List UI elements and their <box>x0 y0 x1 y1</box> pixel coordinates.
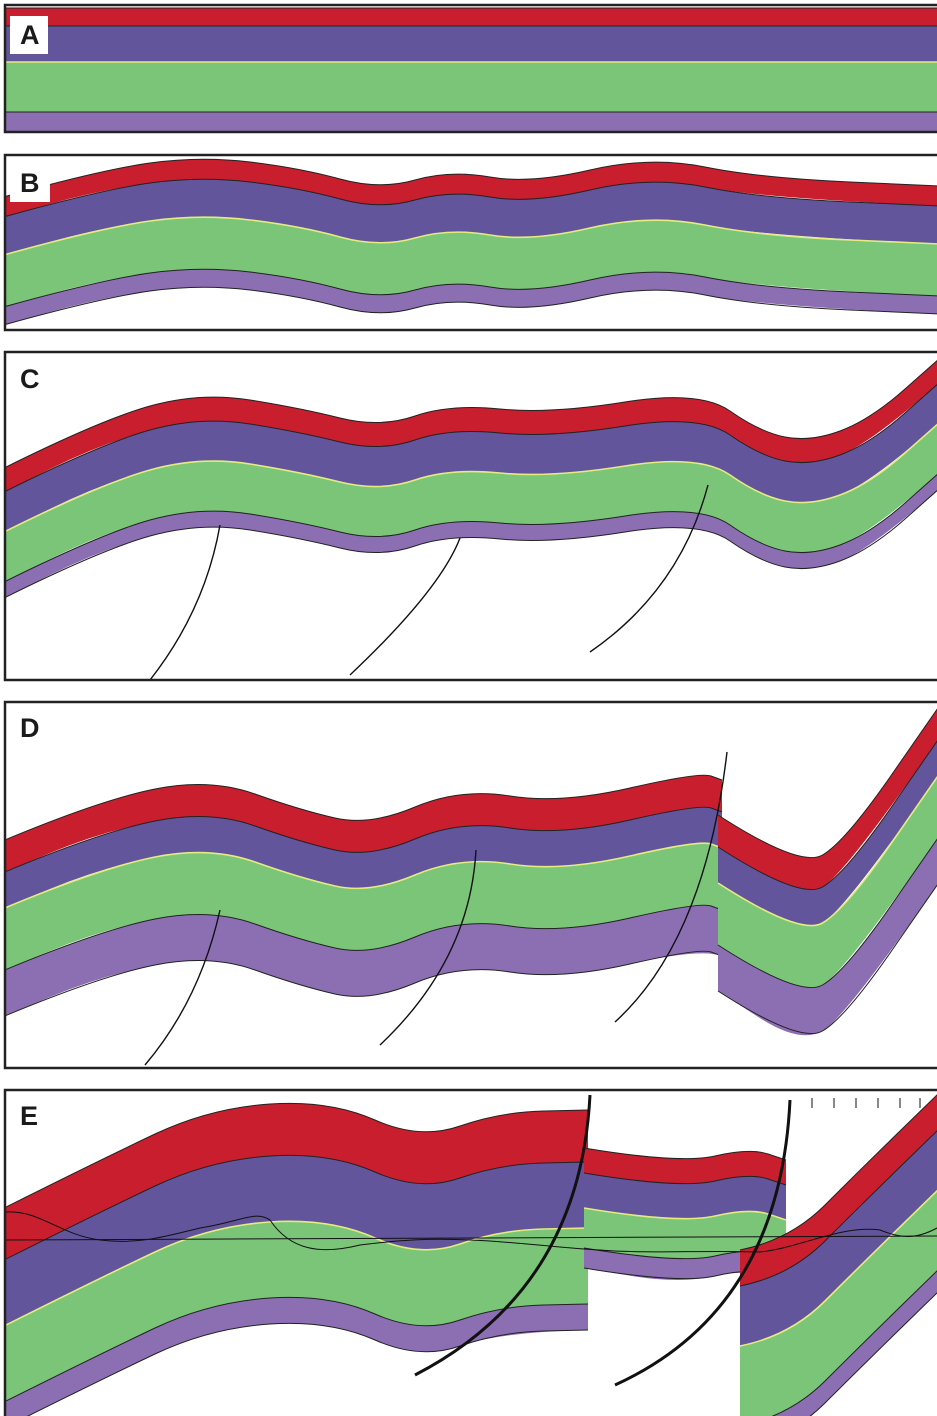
fault <box>349 537 461 676</box>
layer-boundary <box>6 423 937 532</box>
rock-layer <box>6 179 937 255</box>
layer-boundary <box>6 489 937 598</box>
rock-layer <box>584 1148 786 1185</box>
rock-layer <box>718 777 937 990</box>
rock-layer <box>6 905 722 1016</box>
fault <box>614 751 728 1023</box>
rock-layer <box>6 807 722 908</box>
rock-layer <box>6 843 722 970</box>
layer-boundary <box>717 708 937 859</box>
layer-boundary <box>809 1292 937 1416</box>
panel-b-layers <box>6 158 937 325</box>
layer-boundary <box>717 775 937 927</box>
layer-boundary <box>739 1130 937 1287</box>
layer-boundary <box>6 178 937 217</box>
fault <box>149 524 221 680</box>
fault <box>589 484 709 653</box>
layer-boundary <box>717 740 937 891</box>
panel-e-layers <box>6 1094 937 1416</box>
rock-layer <box>718 741 937 928</box>
layer-boundary <box>717 884 937 1035</box>
layer-boundary <box>739 1094 937 1251</box>
panel-frame <box>3 3 937 134</box>
rock-layer <box>6 25 937 63</box>
rock-layer <box>6 1297 588 1416</box>
layer-boundary <box>6 1102 589 1208</box>
layer-boundary <box>6 158 937 197</box>
label-bg <box>10 164 50 202</box>
layer-boundary <box>6 216 937 256</box>
layer-boundary <box>583 1147 787 1161</box>
rock-layer <box>6 159 937 217</box>
rock-layer <box>740 1094 937 1286</box>
panel-label: A <box>20 20 40 50</box>
rock-layer <box>584 1173 786 1220</box>
panel-frame <box>3 1088 937 1416</box>
seismic-trace <box>6 1211 937 1253</box>
panel-e-overlay <box>6 1094 937 1387</box>
fault <box>414 1094 592 1377</box>
reference-line <box>6 1235 937 1241</box>
layer-boundary <box>6 904 723 971</box>
layer-boundary <box>6 268 937 307</box>
rock-layer <box>6 269 937 325</box>
layer-boundary <box>6 1220 589 1326</box>
rock-layer <box>6 360 937 491</box>
layer-boundary <box>6 383 937 492</box>
rock-layer <box>6 775 722 872</box>
fault <box>379 849 477 1046</box>
layer-boundary <box>6 359 937 468</box>
layer-boundary <box>6 842 723 909</box>
label-bg <box>10 16 48 54</box>
layer-boundary <box>6 473 937 582</box>
layer-boundary <box>6 286 937 325</box>
layer-boundary <box>771 1270 937 1416</box>
panel-label: D <box>20 713 40 743</box>
layer-boundary <box>739 1189 937 1347</box>
layer-boundary <box>583 1172 787 1186</box>
rock-layer <box>6 1103 588 1259</box>
layer-boundary <box>6 1154 589 1260</box>
layer-boundary <box>583 1207 787 1221</box>
rock-layer <box>6 384 937 531</box>
layer-boundary <box>6 1296 589 1402</box>
panel-label: C <box>20 364 40 394</box>
rock-layer <box>6 1221 588 1401</box>
fault <box>614 1099 792 1387</box>
layer-boundary <box>6 806 723 873</box>
panel-frame <box>3 700 937 1070</box>
layer-boundary <box>717 838 937 989</box>
tick-marks <box>811 1098 921 1108</box>
panel-label: B <box>20 168 40 198</box>
panel-a-layers <box>6 7 937 132</box>
rock-layer <box>6 61 937 113</box>
panel-d-layers <box>6 708 937 1036</box>
panel-frame <box>3 350 937 682</box>
panel-label: E <box>20 1101 38 1131</box>
rock-layer <box>6 111 937 132</box>
fault <box>144 909 221 1066</box>
rock-layer <box>718 839 937 1036</box>
layer-boundary <box>6 950 723 1017</box>
panel-d-faults <box>144 751 728 1066</box>
rock-layer <box>6 474 937 597</box>
rock-layer <box>740 1130 937 1346</box>
layer-boundary <box>6 774 723 841</box>
rock-layer <box>6 424 937 581</box>
rock-layer <box>6 217 937 307</box>
rock-layer <box>584 1208 786 1260</box>
panel-frame <box>3 153 937 332</box>
rock-layer <box>6 1155 588 1325</box>
panel-c-faults <box>149 484 709 680</box>
rock-layer <box>6 7 937 27</box>
rock-layer <box>718 709 937 892</box>
panel-c-layers <box>6 359 937 598</box>
rock-layer <box>740 1190 937 1416</box>
